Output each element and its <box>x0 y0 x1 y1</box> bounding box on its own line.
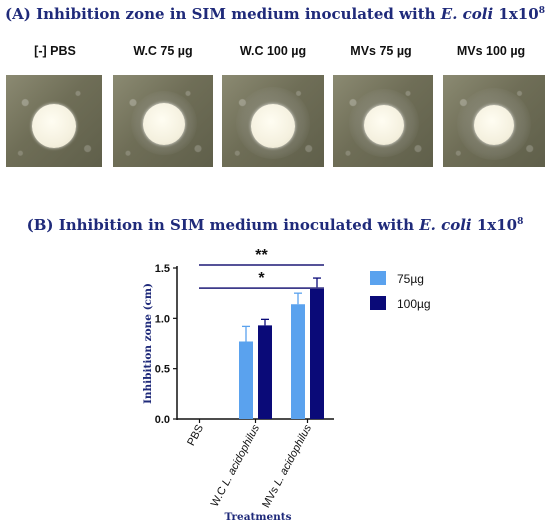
y-tick-label: 1.0 <box>155 313 170 325</box>
significance-label: * <box>258 270 265 287</box>
bar-75µg-2 <box>291 304 305 419</box>
plate-label-wc-75: W.C 75 µg <box>133 44 193 58</box>
plate-image-wc-75 <box>113 75 213 167</box>
chart-title: (B) Inhibition in SIM medium inoculated … <box>26 216 524 234</box>
legend-swatch-75µg <box>370 271 386 285</box>
x-axis-title: Treatments <box>224 511 291 523</box>
plate-label-wc-100: W.C 100 µg <box>239 44 307 58</box>
bar-100µg-2 <box>310 288 324 419</box>
plate-image-wc-100 <box>222 75 324 167</box>
y-tick-label: 0.0 <box>155 414 170 426</box>
bar-75µg-1 <box>239 341 253 419</box>
plate-image-pbs <box>6 75 102 167</box>
significance-label: ** <box>255 247 268 264</box>
y-tick-label: 0.5 <box>155 364 170 376</box>
panel-a-title: (A) Inhibition zone in SIM medium inocul… <box>5 5 545 23</box>
y-axis-title: Inhibition zone (cm) <box>142 283 154 404</box>
plate-image-mvs-75 <box>333 75 433 167</box>
plate-label-mvs-75: MVs 75 µg <box>350 44 412 58</box>
legend-swatch-100µg <box>370 296 386 310</box>
plate-image-mvs-100 <box>443 75 545 167</box>
legend-label-75µg: 75µg <box>397 272 424 286</box>
plate-label-pbs: [-] PBS <box>34 44 76 58</box>
x-category-label: PBS <box>185 423 206 448</box>
bar-100µg-1 <box>258 325 272 419</box>
legend-label-100µg: 100µg <box>397 297 431 311</box>
plate-label-mvs-100: MVs 100 µg <box>456 44 526 58</box>
x-category-label: MVs L. acidophilus <box>260 422 314 510</box>
y-tick-label: 1.5 <box>155 263 170 275</box>
x-category-label: W.C L. acidophilus <box>209 422 263 509</box>
